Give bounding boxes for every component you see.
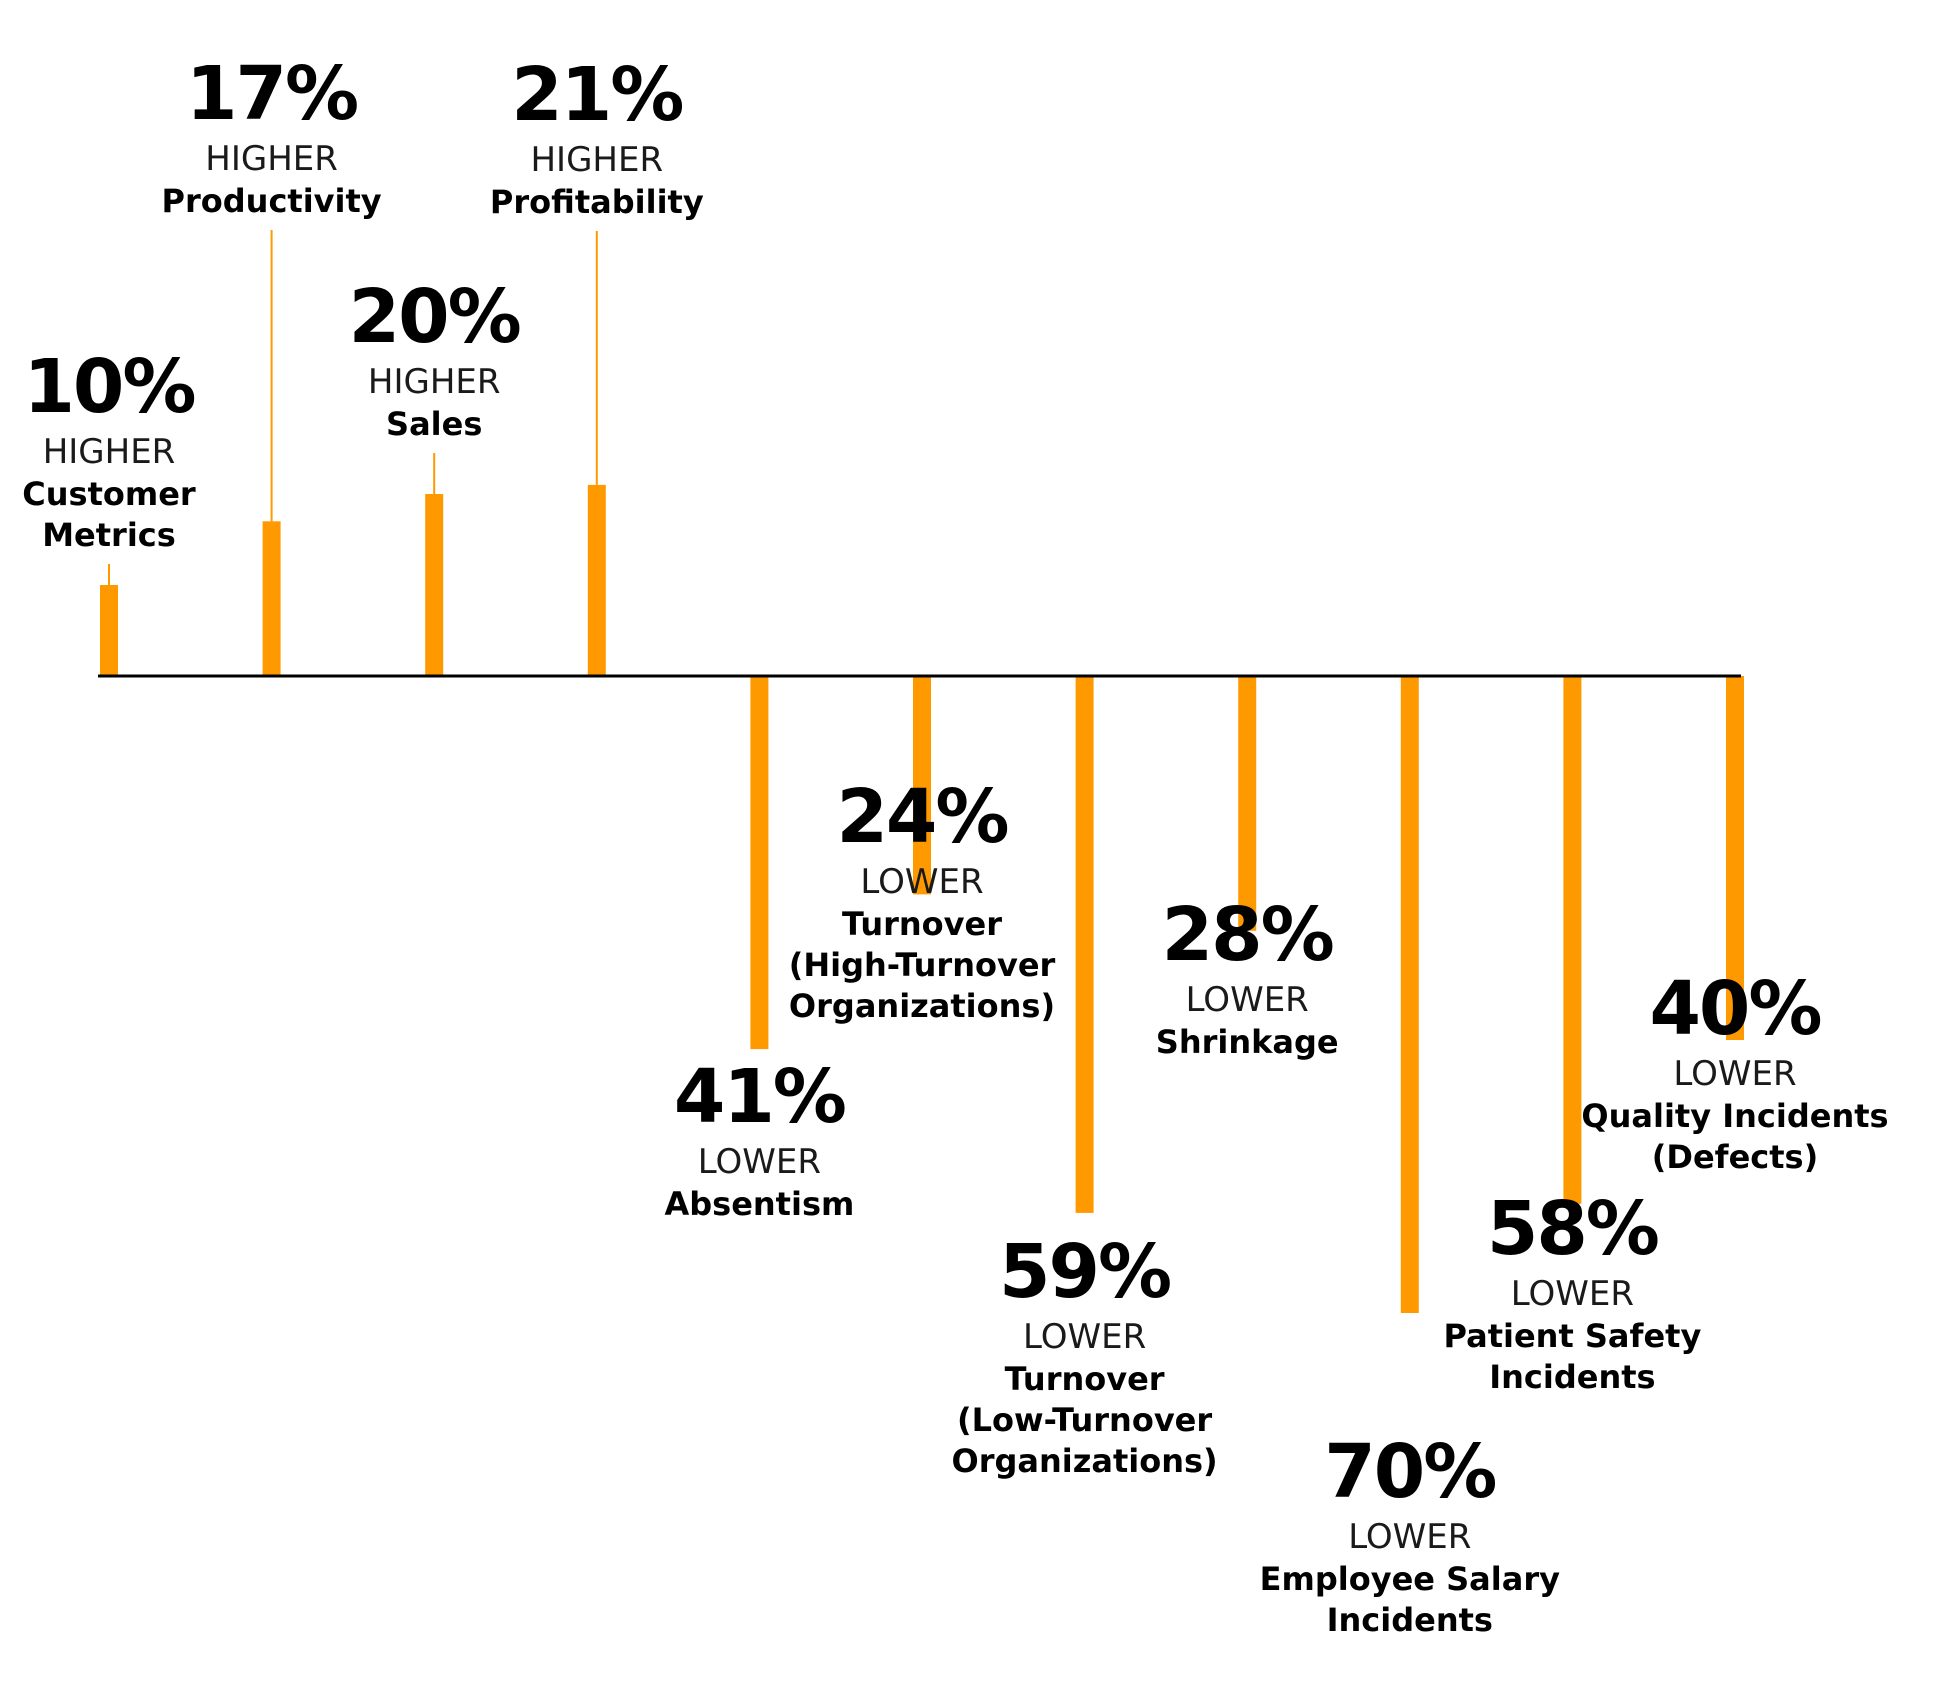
percent-label: 40% <box>1649 966 1820 1052</box>
bar-8 <box>1238 676 1257 931</box>
percent-label: 28% <box>1162 892 1333 978</box>
category-label-line: Shrinkage <box>1156 1023 1339 1061</box>
direction-label: HIGHER <box>43 432 176 472</box>
labels-layer: 10%HIGHERCustomerMetrics17%HIGHERProduct… <box>22 51 1888 1639</box>
category-label-line: Turnover <box>842 905 1002 943</box>
direction-label: LOWER <box>860 862 983 902</box>
category-label-line: (High-Turnover <box>789 946 1056 984</box>
category-label-line: Sales <box>386 405 482 443</box>
bar-9 <box>1400 676 1419 1313</box>
label-block-7: 59%LOWERTurnover(Low-TurnoverOrganizatio… <box>952 1229 1218 1480</box>
direction-label: HIGHER <box>205 139 338 179</box>
category-label-line: Employee Salary <box>1260 1560 1560 1598</box>
direction-label: HIGHER <box>530 140 663 180</box>
category-label-line: (Defects) <box>1652 1138 1818 1176</box>
category-label-line: Metrics <box>42 516 176 554</box>
category-label-line: Incidents <box>1489 1358 1655 1396</box>
bar-4 <box>587 484 606 676</box>
percent-label: 21% <box>511 52 682 138</box>
category-label-line: Organizations) <box>952 1442 1218 1480</box>
category-label-line: (Low-Turnover <box>957 1401 1212 1439</box>
bar-7 <box>1075 676 1094 1213</box>
direction-label: LOWER <box>1186 980 1309 1020</box>
bar-10 <box>1563 676 1582 1204</box>
bar-11 <box>1726 676 1744 1040</box>
percent-label: 70% <box>1324 1429 1495 1515</box>
category-label-line: Incidents <box>1327 1601 1493 1639</box>
direction-label: HIGHER <box>368 362 501 402</box>
direction-label: LOWER <box>698 1142 821 1182</box>
bar-3 <box>425 494 444 676</box>
label-block-6: 24%LOWERTurnover(High-TurnoverOrganizati… <box>789 774 1056 1025</box>
direction-label: LOWER <box>1348 1517 1471 1557</box>
percent-label: 10% <box>23 344 194 430</box>
bars-layer <box>100 230 1744 1313</box>
category-label-line: Profitability <box>490 183 704 221</box>
category-label-line: Organizations) <box>789 987 1055 1025</box>
percent-label: 24% <box>836 774 1007 860</box>
direction-label: LOWER <box>1673 1054 1796 1094</box>
percent-label: 41% <box>674 1054 845 1140</box>
bar-2 <box>262 521 281 676</box>
bar-5 <box>750 676 769 1050</box>
percent-label: 59% <box>999 1229 1170 1315</box>
category-label-line: Patient Safety <box>1444 1317 1702 1355</box>
category-label-line: Customer <box>22 475 196 513</box>
category-label-line: Absentism <box>664 1185 854 1223</box>
direction-label: LOWER <box>1023 1317 1146 1357</box>
percent-label: 58% <box>1487 1186 1658 1272</box>
bar-1 <box>100 585 118 676</box>
category-label-line: Quality Incidents <box>1581 1097 1888 1135</box>
percent-label: 20% <box>349 274 520 360</box>
bar-6 <box>913 676 931 895</box>
category-label-line: Productivity <box>162 182 382 220</box>
direction-label: LOWER <box>1511 1274 1634 1314</box>
percent-label: 17% <box>186 51 357 137</box>
category-label-line: Turnover <box>1005 1360 1165 1398</box>
